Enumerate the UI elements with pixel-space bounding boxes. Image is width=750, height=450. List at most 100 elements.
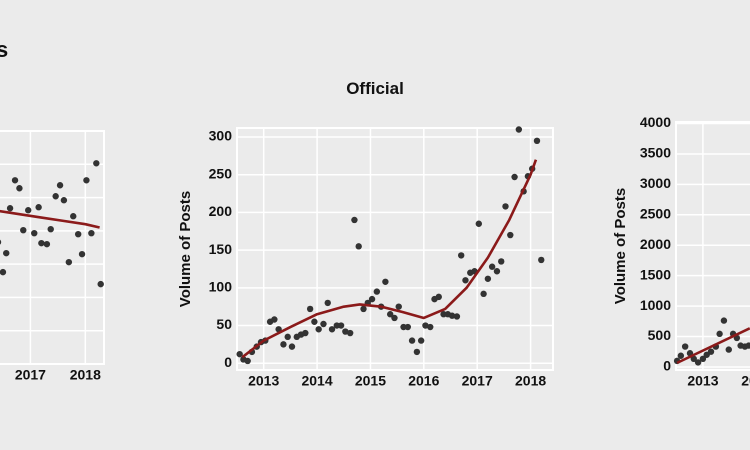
data-point bbox=[511, 173, 518, 181]
data-point bbox=[488, 263, 496, 270]
chart-title: s bbox=[0, 37, 8, 62]
data-point bbox=[408, 337, 416, 344]
data-point bbox=[11, 177, 19, 184]
data-point bbox=[284, 333, 291, 341]
data-point bbox=[78, 250, 86, 258]
data-point bbox=[368, 295, 376, 303]
data-point bbox=[20, 226, 27, 234]
trend-line bbox=[0, 209, 100, 229]
x-tick-label: 2016 bbox=[408, 373, 439, 389]
y-tick-label: 200 bbox=[209, 203, 233, 219]
data-point bbox=[88, 229, 95, 237]
data-point bbox=[56, 182, 64, 189]
data-point bbox=[47, 225, 54, 233]
data-point bbox=[462, 277, 469, 284]
data-point bbox=[720, 317, 728, 324]
data-point bbox=[515, 126, 523, 133]
data-point bbox=[435, 293, 442, 301]
x-tick-label: 2014 bbox=[741, 373, 750, 389]
data-point bbox=[493, 268, 501, 275]
plot-area bbox=[675, 121, 750, 371]
data-point bbox=[395, 303, 402, 310]
x-tick-label: 2013 bbox=[687, 373, 718, 389]
data-point bbox=[52, 193, 59, 200]
x-tick-label: 2013 bbox=[248, 373, 279, 389]
data-point bbox=[699, 355, 707, 363]
data-point bbox=[716, 330, 723, 338]
data-point bbox=[502, 203, 509, 210]
data-point bbox=[280, 341, 287, 348]
data-point bbox=[0, 268, 7, 276]
data-point bbox=[391, 314, 398, 322]
data-point bbox=[236, 350, 243, 358]
data-point bbox=[725, 346, 732, 353]
panel-center: 0 50 100 150 200 250 300 2013 2014 2015 2016 2017 20… bbox=[177, 79, 554, 389]
data-point bbox=[311, 318, 318, 325]
data-point bbox=[427, 323, 434, 331]
data-point bbox=[351, 216, 358, 224]
data-point bbox=[0, 239, 2, 245]
panel-left: 2017 2018 s bbox=[0, 37, 105, 383]
y-axis-label: Volume of Posts bbox=[612, 188, 629, 304]
y-tick-label: 250 bbox=[209, 165, 233, 181]
data-point bbox=[690, 355, 697, 363]
plot-area bbox=[0, 130, 105, 365]
y-tick-label: 0 bbox=[663, 358, 671, 374]
data-point bbox=[453, 313, 461, 320]
data-point bbox=[43, 240, 51, 248]
data-point bbox=[373, 288, 381, 295]
data-point bbox=[65, 258, 73, 266]
data-point bbox=[324, 299, 331, 307]
data-point bbox=[448, 312, 456, 319]
x-tick-label: 2018 bbox=[515, 373, 546, 389]
data-point bbox=[745, 342, 750, 349]
data-point bbox=[38, 239, 45, 247]
data-point bbox=[320, 320, 327, 328]
y-axis-label: Volume of Posts bbox=[177, 191, 194, 307]
data-point bbox=[74, 230, 82, 238]
data-point bbox=[457, 252, 465, 259]
data-point bbox=[288, 343, 296, 350]
y-tick-label: 300 bbox=[209, 128, 233, 144]
data-point bbox=[413, 348, 421, 356]
data-point bbox=[417, 337, 425, 344]
y-tick-label: 2000 bbox=[640, 236, 671, 252]
data-point bbox=[83, 177, 90, 184]
x-tick-label: 2015 bbox=[355, 373, 386, 389]
data-point bbox=[306, 305, 314, 313]
y-tick-label: 4000 bbox=[640, 114, 671, 130]
x-tick-label: 2014 bbox=[301, 373, 332, 389]
y-tick-label: 150 bbox=[209, 241, 233, 257]
panel-right: 0 500 1000 1500 2000 2500 3000 3500 4000 2013 2014… bbox=[612, 114, 750, 389]
data-point bbox=[681, 343, 689, 350]
data-point bbox=[422, 322, 429, 329]
chart-title: Official bbox=[346, 79, 404, 98]
data-point bbox=[707, 348, 715, 355]
y-tick-label: 500 bbox=[648, 327, 672, 343]
y-tick-label: 3500 bbox=[640, 145, 671, 161]
x-tick-label: 2017 bbox=[462, 373, 493, 389]
data-point bbox=[507, 231, 514, 239]
y-tick-label: 50 bbox=[216, 316, 232, 332]
data-point bbox=[677, 352, 685, 359]
data-point bbox=[346, 329, 354, 337]
data-point bbox=[244, 357, 251, 365]
data-point bbox=[382, 278, 389, 285]
data-point bbox=[480, 290, 487, 298]
trend-line bbox=[241, 159, 538, 359]
data-point bbox=[35, 204, 42, 211]
trend-line bbox=[676, 327, 750, 365]
data-point bbox=[60, 197, 68, 204]
data-point bbox=[315, 326, 322, 333]
data-point bbox=[31, 229, 38, 237]
data-point bbox=[271, 316, 278, 323]
data-point bbox=[70, 213, 77, 220]
data-point bbox=[484, 275, 492, 282]
data-point bbox=[386, 311, 394, 318]
y-tick-label: 2500 bbox=[640, 206, 671, 222]
data-point bbox=[3, 249, 10, 257]
y-tick-label: 1000 bbox=[640, 297, 671, 313]
y-tick-label: 3000 bbox=[640, 175, 671, 191]
data-point bbox=[475, 220, 483, 227]
